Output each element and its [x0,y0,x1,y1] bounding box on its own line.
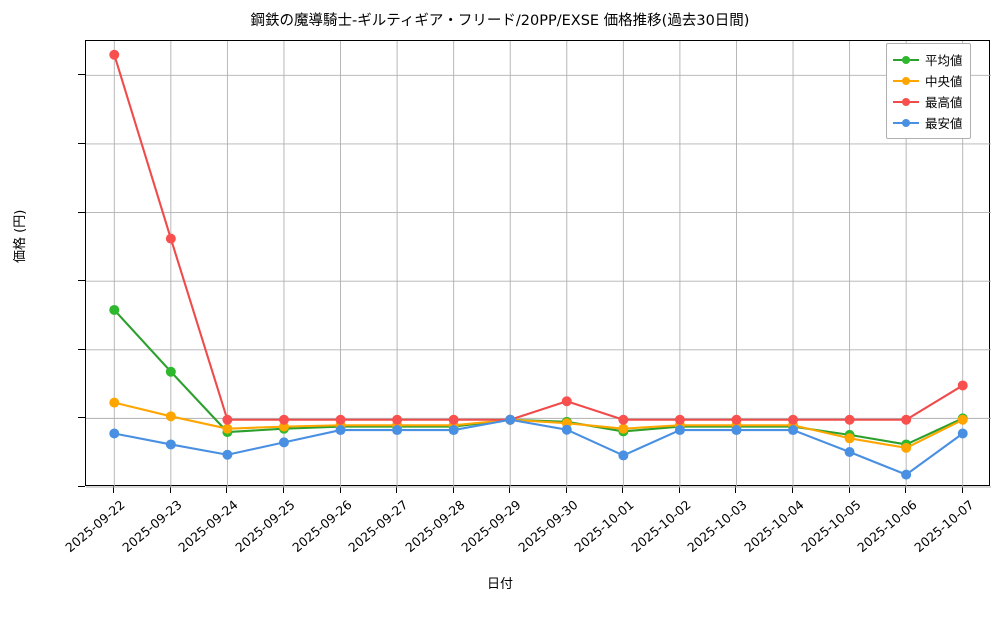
x-tick-mark [509,486,511,493]
y-tick-mark [78,280,85,282]
data-point [448,425,459,436]
legend-swatch-icon [893,54,919,66]
data-point [278,414,289,425]
legend-swatch-icon [893,75,919,87]
chart-title: 鋼鉄の魔導騎士-ギルティギア・フリード/20PP/EXSE 価格推移(過去30日… [250,13,750,29]
x-tick-mark [792,486,794,493]
data-point [448,414,459,425]
data-point [731,425,742,436]
data-point [901,469,912,480]
data-point [731,414,742,425]
data-point [957,428,968,439]
x-tick-mark [169,486,171,493]
y-tick-mark [78,74,85,76]
grid-lines [86,41,991,488]
legend-item-3[interactable]: 最高値 [893,91,963,112]
data-point [222,414,233,425]
data-point [561,396,572,407]
data-point [392,414,403,425]
data-point [844,414,855,425]
legend-item-2[interactable]: 中央値 [893,70,963,91]
x-tick-mark [905,486,907,493]
series-line [113,418,964,476]
data-point [901,414,912,425]
data-point [561,424,572,435]
x-tick-mark [848,486,850,493]
y-tick-mark [78,142,85,144]
x-tick-mark [961,486,963,493]
data-point [392,425,403,436]
data-point [222,423,233,434]
x-axis-label: 日付 [486,577,513,592]
y-axis-label: 価格 (円) [13,209,28,263]
data-point [618,423,629,434]
y-tick-mark [78,348,85,350]
chart-legend: 平均値中央値最高値最安値 [886,43,971,139]
data-point [278,421,289,432]
x-tick-mark [226,486,228,493]
x-tick-mark [565,486,567,493]
x-tick-mark [113,486,115,493]
data-point [957,414,968,425]
legend-item-4[interactable]: 最安値 [893,112,963,133]
plot-area [85,40,991,488]
data-point [109,397,120,408]
y-tick-mark [78,211,85,213]
data-point [335,425,346,436]
x-tick-mark [622,486,624,493]
y-tick-mark [78,417,85,419]
data-point [165,439,176,450]
legend-label: 最安値 [925,116,963,131]
y-tick-mark [78,486,85,487]
legend-label: 中央値 [925,74,963,89]
data-point [788,425,799,436]
data-point [844,447,855,458]
legend-label: 最高値 [925,95,963,110]
series-line [113,53,964,421]
data-point [109,304,120,315]
data-point [957,380,968,391]
data-point [505,414,516,425]
series-line [113,401,964,449]
x-tick-mark [339,486,341,493]
data-point [618,414,629,425]
data-point [844,433,855,444]
data-point [901,442,912,453]
legend-swatch-icon [893,117,919,129]
data-point [109,49,120,60]
data-point [165,366,176,377]
data-point [165,411,176,422]
legend-label: 平均値 [925,53,963,68]
x-tick-mark [678,486,680,493]
data-point [674,414,685,425]
legend-item-1[interactable]: 平均値 [893,49,963,70]
series-lines [109,49,968,480]
data-point [222,449,233,460]
data-point [618,450,629,461]
x-tick-mark [735,486,737,493]
data-point [109,428,120,439]
data-point [788,414,799,425]
legend-swatch-icon [893,96,919,108]
data-point [674,425,685,436]
x-tick-mark [452,486,454,493]
x-tick-mark [282,486,284,493]
data-point [278,437,289,448]
x-tick-mark [396,486,398,493]
chart-figure: 鋼鉄の魔導騎士-ギルティギア・フリード/20PP/EXSE 価格推移(過去30日… [13,13,991,592]
data-point [165,233,176,244]
data-point [335,414,346,425]
